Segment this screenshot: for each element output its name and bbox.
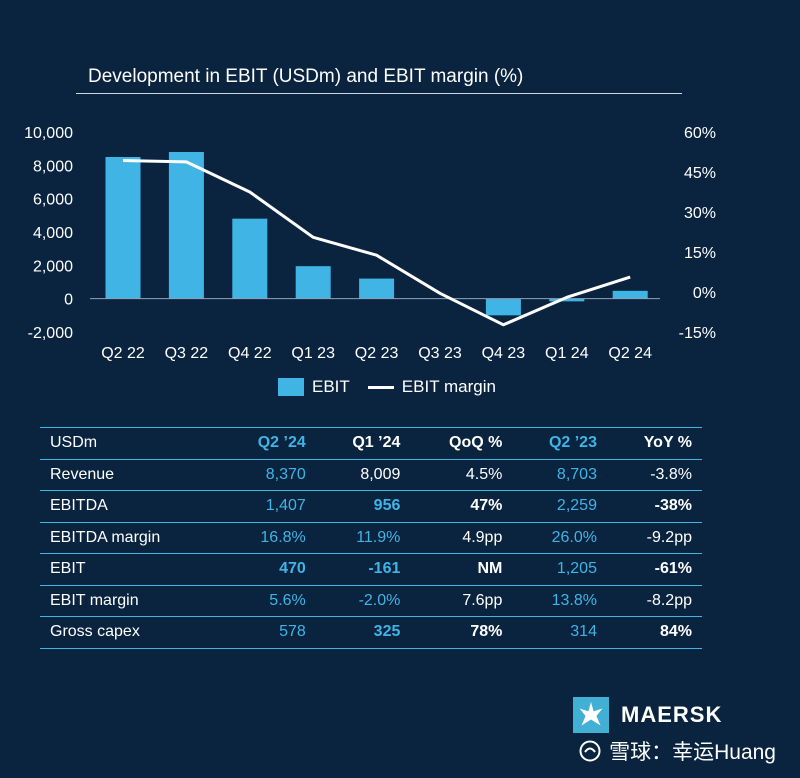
right-axis-tick-label: 45% [684, 165, 716, 182]
maersk-logo: MAERSK [573, 697, 722, 733]
chart-title: Development in EBIT (USDm) and EBIT marg… [88, 66, 524, 87]
legend-label-ebit-margin: EBIT margin [401, 377, 496, 396]
x-axis-tick-label: Q1 24 [545, 345, 589, 362]
header-yoy: YoY % [606, 427, 702, 460]
cell-q2-23: 8,703 [512, 459, 607, 491]
x-axis-tick-label: Q3 22 [165, 345, 209, 362]
x-axis-tick-label: Q3 23 [418, 345, 462, 362]
cell-q1-24: 956 [315, 490, 411, 523]
cell-qoq: 7.6pp [410, 585, 513, 617]
left-axis-tick-label: 4,000 [33, 225, 73, 242]
cell-q2-23: 1,205 [512, 553, 607, 586]
cell-q2-23: 13.8% [512, 585, 607, 617]
legend-label-ebit: EBIT [312, 377, 350, 396]
table-row: Revenue 8,370 8,009 4.5% 8,703 -3.8% [40, 459, 702, 491]
cell-qoq: 78% [410, 616, 513, 649]
watermark-text: 雪球：幸运Huang [609, 741, 776, 764]
cell-qoq: 4.9pp [410, 522, 513, 554]
table-row: EBITDA margin 16.8% 11.9% 4.9pp 26.0% -9… [40, 522, 702, 554]
legend-swatch-ebit [278, 378, 304, 396]
x-axis-tick-label: Q2 22 [101, 345, 145, 362]
title-divider [76, 93, 682, 94]
row-label: Gross capex [40, 616, 222, 649]
ebit-bar [105, 157, 141, 299]
snowball-icon [579, 740, 601, 762]
cell-q2-24: 470 [221, 553, 316, 586]
cell-qoq: 47% [410, 490, 513, 523]
right-axis-tick-label: 15% [684, 245, 716, 262]
cell-yoy: -3.8% [606, 459, 702, 491]
x-axis-tick-label: Q1 23 [291, 345, 335, 362]
ebit-bar [359, 278, 395, 299]
x-axis-tick-label: Q4 22 [228, 345, 272, 362]
row-label: EBITDA [40, 490, 222, 523]
row-label: EBIT [40, 553, 222, 586]
chart-legend: EBIT EBIT margin [278, 376, 496, 398]
right-axis-tick-label: 0% [693, 285, 716, 302]
header-qoq: QoQ % [410, 427, 513, 460]
cell-q2-23: 314 [512, 616, 607, 649]
row-label: EBITDA margin [40, 522, 222, 554]
ebit-bar [485, 298, 521, 316]
kpi-table: USDm Q2 ’24 Q1 ’24 QoQ % Q2 ’23 YoY % Re… [40, 427, 702, 649]
ebit-bar [295, 266, 331, 299]
header-q1-24: Q1 ’24 [315, 427, 411, 460]
left-axis-tick-label: 0 [64, 292, 73, 309]
x-axis-tick-label: Q2 24 [608, 345, 652, 362]
ebit-chart: 10,000 8,000 6,000 4,000 2,000 0 -2,000 60% 45% 3… [24, 125, 716, 362]
right-axis-tick-label: 60% [684, 125, 716, 142]
cell-yoy: -9.2pp [606, 522, 702, 554]
header-q2-23: Q2 ’23 [512, 427, 607, 460]
ebit-bar [232, 218, 268, 299]
left-axis-tick-label: 8,000 [33, 158, 73, 175]
left-axis-tick-label: 10,000 [24, 125, 73, 142]
header-q2-24: Q2 ’24 [221, 427, 316, 460]
cell-q2-23: 26.0% [512, 522, 607, 554]
ebit-margin-line [122, 159, 631, 327]
ebit-bar [168, 152, 204, 299]
table-row: EBIT margin 5.6% -2.0% 7.6pp 13.8% -8.2p… [40, 585, 702, 617]
star-icon [573, 697, 609, 733]
cell-yoy: -8.2pp [606, 585, 702, 617]
table-row: Gross capex 578 325 78% 314 84% [40, 616, 702, 649]
cell-yoy: 84% [606, 616, 702, 649]
cell-yoy: -38% [606, 490, 702, 523]
right-axis-tick-label: -15% [679, 325, 716, 342]
header-usdm: USDm [40, 427, 222, 460]
cell-q1-24: 325 [315, 616, 411, 649]
cell-qoq: 4.5% [410, 459, 513, 491]
legend-swatch-ebit-margin [367, 385, 394, 389]
cell-q1-24: 11.9% [315, 522, 411, 554]
left-axis-tick-label: 6,000 [33, 192, 73, 209]
x-axis-tick-label: Q4 23 [482, 345, 526, 362]
left-axis-tick-label: -2,000 [28, 325, 73, 342]
left-axis-tick-label: 2,000 [33, 258, 73, 275]
table-row: EBIT 470 -161 NM 1,205 -61% [40, 553, 702, 586]
ebit-bar [549, 298, 585, 302]
cell-q2-24: 16.8% [221, 522, 316, 554]
watermark: 雪球：幸运Huang [579, 736, 776, 766]
cell-q2-23: 2,259 [512, 490, 607, 523]
brand-name: MAERSK [621, 702, 723, 727]
row-label: Revenue [40, 459, 222, 491]
table-row: EBITDA 1,407 956 47% 2,259 -38% [40, 490, 702, 523]
right-axis-tick-label: 30% [684, 205, 716, 222]
cell-q1-24: -161 [315, 553, 411, 586]
x-axis-tick-label: Q2 23 [355, 345, 399, 362]
cell-yoy: -61% [606, 553, 702, 586]
cell-q2-24: 1,407 [221, 490, 316, 523]
row-label: EBIT margin [40, 585, 222, 617]
cell-q1-24: -2.0% [315, 585, 411, 617]
cell-q2-24: 8,370 [221, 459, 316, 491]
cell-q1-24: 8,009 [315, 459, 411, 491]
cell-q2-24: 5.6% [221, 585, 316, 617]
table-header-row: USDm Q2 ’24 Q1 ’24 QoQ % Q2 ’23 YoY % [40, 427, 702, 460]
cell-qoq: NM [410, 553, 513, 586]
ebit-bar [612, 290, 648, 299]
cell-q2-24: 578 [221, 616, 316, 649]
